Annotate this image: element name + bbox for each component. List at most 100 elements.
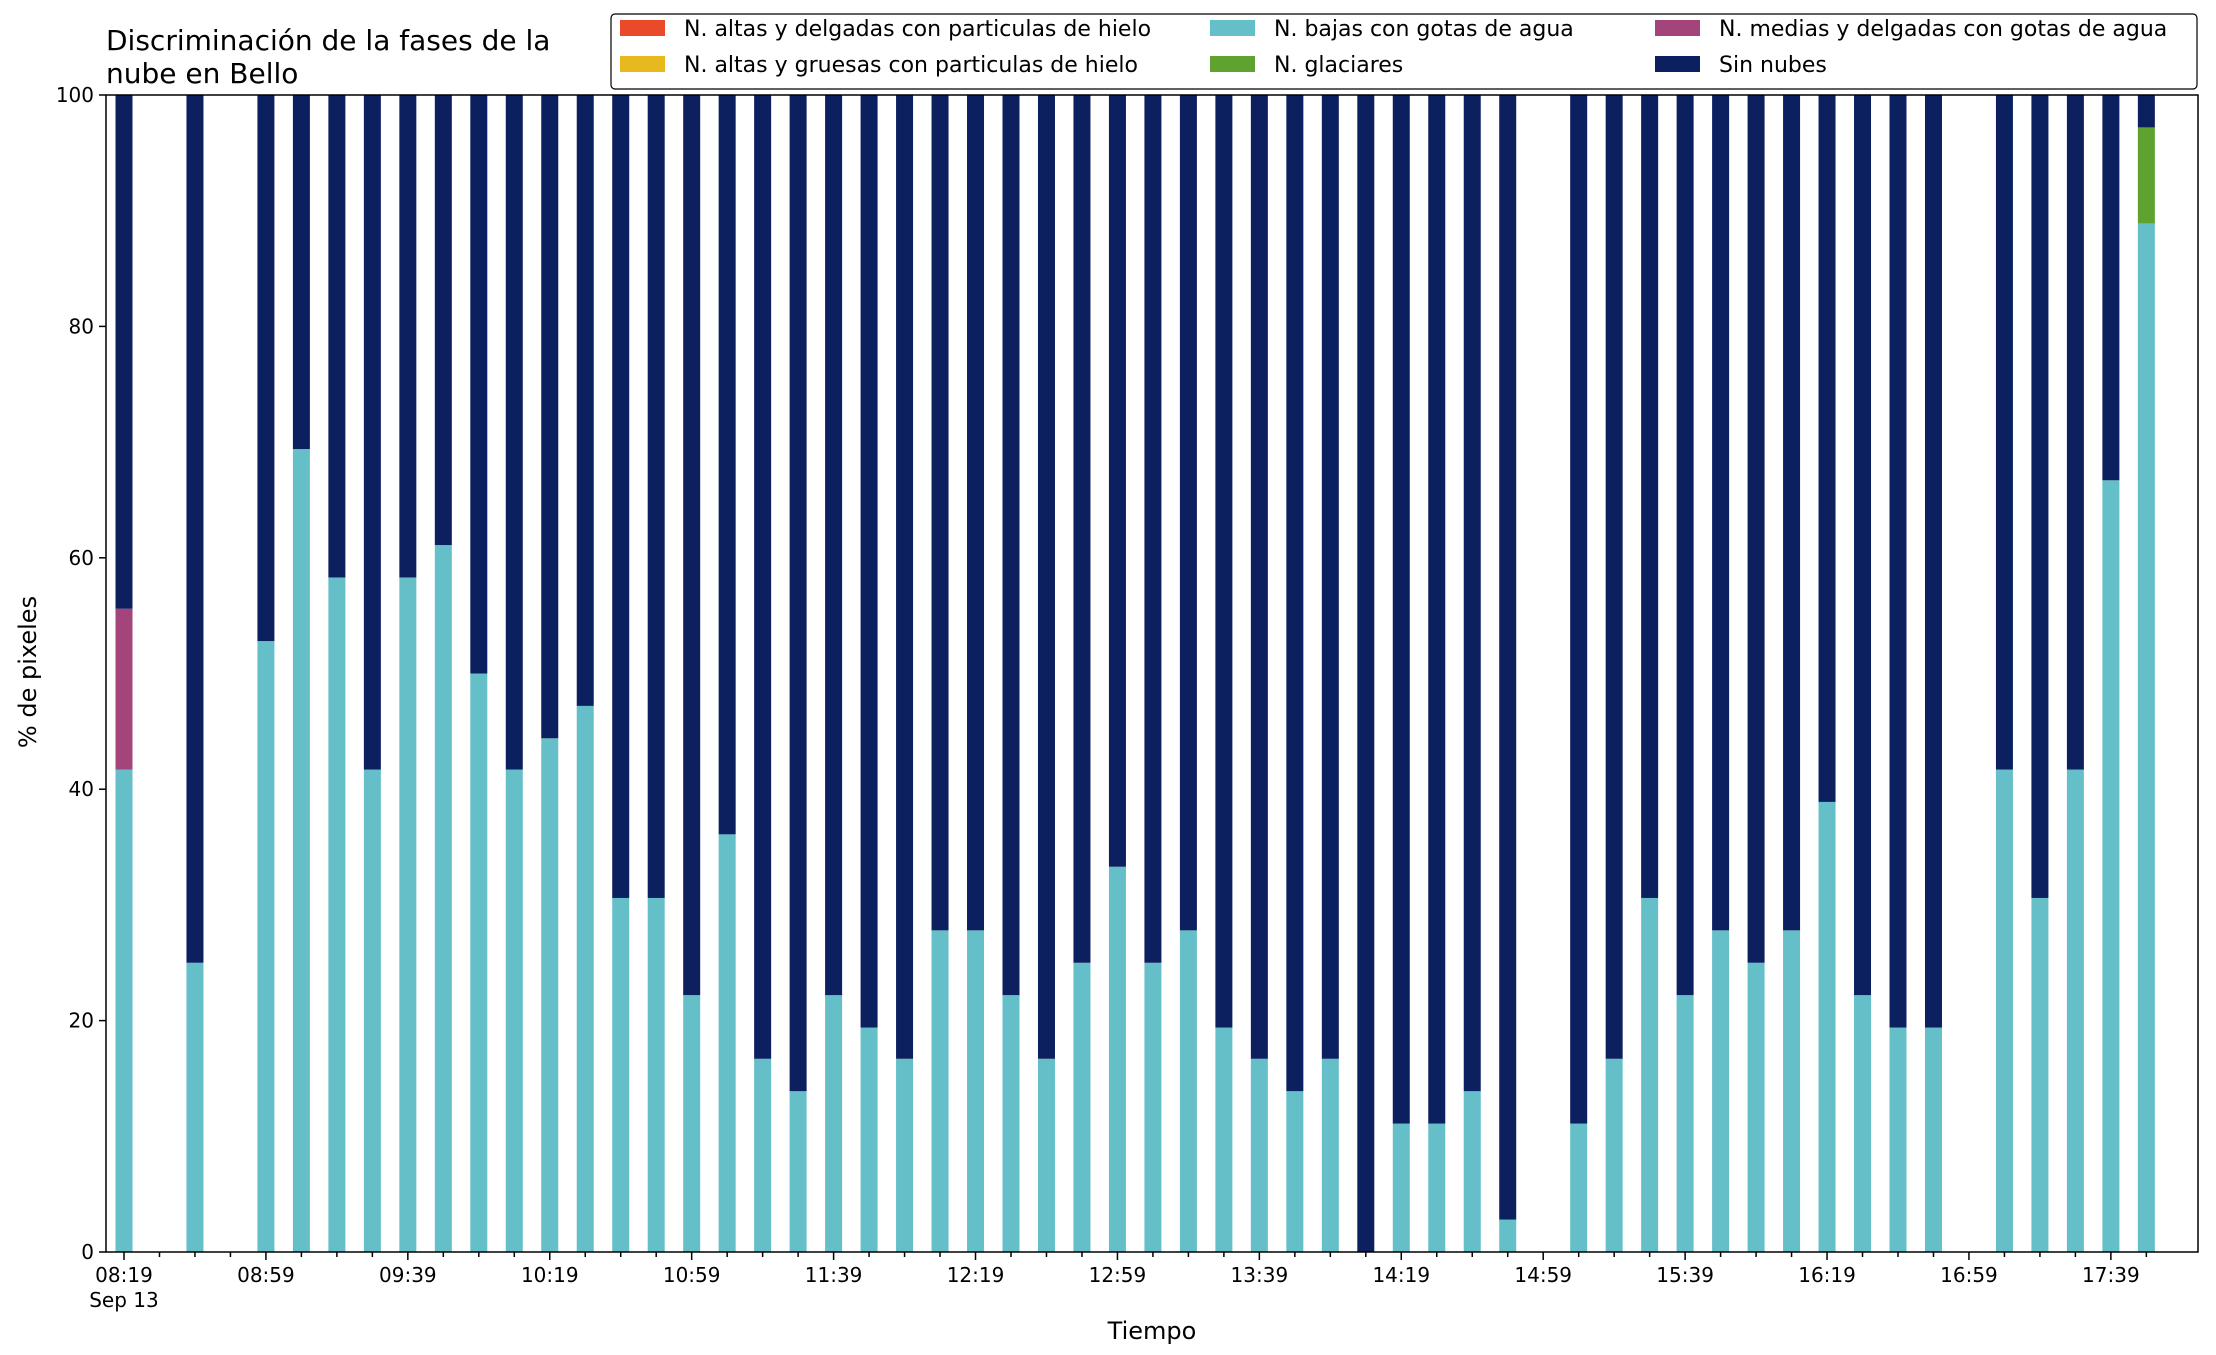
x-tick-label: 08:59: [237, 1263, 295, 1287]
legend-label: N. medias y delgadas con gotas de agua: [1719, 17, 2167, 42]
bar-segment: [1889, 1027, 1907, 1252]
x-tick-label: 10:19: [521, 1263, 579, 1287]
bar-segment: [1250, 95, 1268, 1059]
x-tick-label: 15:39: [1656, 1263, 1714, 1287]
x-tick-label: 17:39: [2082, 1263, 2140, 1287]
bar-segment: [1854, 95, 1872, 996]
bar-segment: [2066, 769, 2084, 1252]
bar-segment: [1428, 95, 1446, 1124]
bar-segment: [2137, 223, 2155, 1253]
bar-segment: [1179, 930, 1197, 1252]
bar-segment: [860, 95, 878, 1028]
bar-segment: [825, 95, 843, 996]
bar-segment: [2102, 480, 2120, 1252]
legend-label: N. altas y gruesas con particulas de hie…: [684, 53, 1138, 78]
bar-segment: [647, 95, 665, 898]
legend-label: Sin nubes: [1719, 53, 1827, 78]
bar-segment: [1712, 930, 1730, 1252]
x-tick-sublabel: Sep 13: [89, 1288, 159, 1312]
legend-label: N. altas y delgadas con particulas de hi…: [684, 17, 1151, 42]
bar-segment: [789, 95, 807, 1092]
x-tick-label: 08:19: [95, 1263, 153, 1287]
bar-segment: [612, 897, 630, 1252]
bar-segment: [2137, 127, 2155, 224]
bar-segment: [2102, 95, 2120, 481]
bar-segment: [1286, 1091, 1304, 1252]
y-tick-label: 40: [69, 777, 94, 801]
bar-segment: [292, 449, 310, 1252]
bar-segment: [1463, 95, 1481, 1092]
bar-segment: [1924, 1027, 1942, 1252]
x-tick-label: 11:39: [805, 1263, 863, 1287]
bar-segment: [1570, 95, 1588, 1124]
legend-swatch: [620, 56, 665, 72]
bar-segment: [931, 930, 949, 1252]
bar-segment: [1037, 1058, 1055, 1252]
y-tick-label: 80: [69, 314, 94, 338]
bar-segment: [1073, 962, 1091, 1252]
bar-segment: [576, 95, 594, 706]
bar-segment: [1321, 1058, 1339, 1252]
bar-segment: [718, 95, 736, 835]
bar-segment: [115, 769, 133, 1252]
y-axis-label: % de pixeles: [14, 596, 42, 748]
y-tick-label: 0: [81, 1240, 94, 1264]
bar-segment: [1747, 95, 1765, 963]
bar-segment: [1854, 995, 1872, 1252]
bar-segment: [470, 95, 488, 674]
x-tick-label: 14:59: [1514, 1263, 1572, 1287]
x-axis-label: Tiempo: [1107, 1317, 1197, 1345]
bar-segment: [1605, 1058, 1623, 1252]
bar-segment: [434, 545, 452, 1252]
legend-swatch: [1655, 20, 1700, 36]
bar-segment: [1889, 95, 1907, 1028]
bar-segment: [115, 95, 133, 609]
bar-segment: [1818, 801, 1836, 1252]
bar-segment: [186, 962, 204, 1252]
bar-segment: [896, 1058, 914, 1252]
bar-segment: [1286, 95, 1304, 1092]
bar-segment: [257, 95, 275, 642]
bar-segment: [967, 930, 985, 1252]
bar-segment: [931, 95, 949, 931]
plot-frame: [105, 94, 2199, 1253]
bar-segment: [1995, 95, 2013, 770]
legend-swatch: [620, 20, 665, 36]
legend-swatch: [1210, 56, 1255, 72]
bar-segment: [1570, 1123, 1588, 1252]
bar-segment: [541, 738, 559, 1252]
bar-segment: [2137, 95, 2155, 128]
bar-segment: [541, 95, 559, 739]
bar-segment: [1002, 95, 1020, 996]
bars-layer: [115, 95, 2155, 1253]
x-tick-label: 16:59: [1940, 1263, 1998, 1287]
bar-segment: [1144, 962, 1162, 1252]
bar-segment: [328, 577, 346, 1252]
axes-layer: 0 20 40 60 80 100 08:19 08:59 09:39 10:19 10:59 11:…: [56, 83, 2199, 1312]
bar-segment: [1357, 95, 1375, 1252]
bar-segment: [1215, 95, 1233, 1028]
bar-segment: [1037, 95, 1055, 1059]
bar-segment: [1321, 95, 1339, 1059]
bar-segment: [1783, 930, 1801, 1252]
bar-segment: [1924, 95, 1942, 1028]
x-tick-label: 13:39: [1231, 1263, 1289, 1287]
bar-segment: [789, 1091, 807, 1252]
bar-segment: [1179, 95, 1197, 931]
bar-segment: [1108, 866, 1126, 1252]
y-tick-label: 60: [69, 546, 94, 570]
x-tick-label: 12:19: [947, 1263, 1005, 1287]
bar-segment: [1641, 95, 1659, 898]
bar-segment: [1995, 769, 2013, 1252]
bar-segment: [754, 1058, 772, 1252]
bar-segment: [612, 95, 630, 898]
bar-segment: [2031, 897, 2049, 1252]
x-tick-label: 10:59: [663, 1263, 721, 1287]
y-tick-label: 100: [56, 83, 94, 107]
bar-segment: [860, 1027, 878, 1252]
bar-segment: [1641, 897, 1659, 1252]
bar-segment: [1463, 1091, 1481, 1252]
bar-segment: [1250, 1058, 1268, 1252]
bar-segment: [399, 95, 417, 578]
